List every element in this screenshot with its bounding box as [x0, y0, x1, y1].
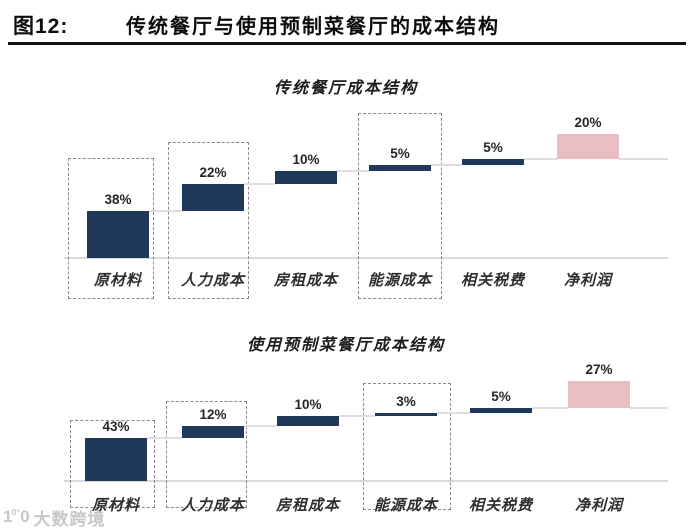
category-label-net-profit: 净利润 — [563, 273, 612, 289]
value-label-rent-cost: 10% — [292, 152, 320, 168]
chart-premade-restaurant: 使用预制菜餐厅成本结构 43% 原材料 12% 人力成本 10% 房租成本 3% 能源成本 5%… — [0, 322, 692, 518]
bar-rent-cost — [275, 171, 337, 184]
header-divider-rule — [8, 42, 686, 45]
value-label-labor-cost: 22% — [199, 164, 227, 180]
category-label-raw-materials: 原材料 — [91, 498, 140, 514]
category-label-taxes-fees: 相关税费 — [460, 273, 525, 289]
connector-line — [630, 407, 668, 409]
category-label-raw-materials: 原材料 — [93, 273, 142, 289]
category-label-rent-cost: 房租成本 — [275, 498, 340, 514]
bar-raw-materials — [87, 210, 149, 258]
highlight-box-labor-cost — [166, 401, 247, 508]
value-label-net-profit: 27% — [585, 362, 613, 377]
value-label-raw-materials: 38% — [104, 191, 132, 207]
bar-raw-materials — [85, 438, 147, 481]
connector-line — [244, 182, 275, 185]
connector-line — [244, 425, 277, 427]
value-label-energy-cost: 3% — [396, 394, 416, 409]
bar-taxes-fees — [470, 408, 532, 413]
connector-line — [339, 415, 375, 417]
figure-number-label: 图12: — [13, 15, 69, 38]
watermark: 10°0 大数跨境 — [3, 504, 106, 530]
bar-net-profit — [557, 134, 619, 159]
bar-labor-cost — [182, 183, 244, 211]
bar-taxes-fees — [462, 158, 524, 165]
axis-line — [64, 257, 668, 259]
highlight-box-raw-materials — [68, 158, 154, 299]
connector-line — [337, 170, 369, 173]
plot-area-traditional: 38% 原材料 22% 人力成本 10% 房租成本 5% 能源成本 5% 相关税费 20% 净利润 — [0, 60, 692, 310]
chart-title-premade: 使用预制菜餐厅成本结构 — [246, 337, 445, 354]
value-label-rent-cost: 10% — [294, 397, 322, 412]
category-label-net-profit: 净利润 — [574, 498, 623, 514]
value-label-taxes-fees: 5% — [491, 389, 511, 404]
category-label-labor-cost: 人力成本 — [180, 273, 245, 289]
figure-title: 传统餐厅与使用预制菜餐厅的成本结构 — [126, 16, 500, 38]
category-label-rent-cost: 房租成本 — [273, 273, 338, 289]
category-label-energy-cost: 能源成本 — [373, 498, 438, 514]
category-label-taxes-fees: 相关税费 — [468, 498, 533, 514]
value-label-taxes-fees: 5% — [483, 139, 503, 155]
plot-area-premade: 43% 原材料 12% 人力成本 10% 房租成本 3% 能源成本 5% 相关税费 27% 净利润 — [0, 322, 692, 518]
highlight-box-labor-cost — [168, 142, 249, 299]
connector-line — [532, 407, 568, 409]
connector-line — [431, 164, 462, 166]
chart-title-traditional: 传统餐厅成本结构 — [273, 80, 418, 97]
value-label-labor-cost: 12% — [199, 407, 227, 422]
connector-line — [149, 209, 182, 212]
connector-line — [147, 437, 182, 439]
highlight-box-raw-materials — [70, 420, 155, 508]
value-label-raw-materials: 43% — [102, 419, 130, 434]
value-label-energy-cost: 5% — [390, 146, 410, 161]
bar-labor-cost — [182, 426, 244, 438]
highlight-box-energy-cost — [358, 113, 442, 299]
axis-line — [64, 480, 668, 482]
chart-traditional-restaurant: 传统餐厅成本结构 38% 原材料 22% 人力成本 10% 房租成本 5% 能源成本 5% 相关税… — [0, 60, 692, 310]
figure-header: 图12: 传统餐厅与使用预制菜餐厅的成本结构 — [0, 8, 692, 42]
category-label-labor-cost: 人力成本 — [180, 498, 245, 514]
bar-net-profit — [568, 381, 630, 408]
connector-line — [619, 157, 668, 160]
bar-energy-cost — [369, 165, 431, 172]
highlight-box-energy-cost — [363, 383, 451, 510]
bar-energy-cost — [375, 413, 437, 416]
value-label-net-profit: 20% — [574, 115, 602, 130]
category-label-energy-cost: 能源成本 — [367, 273, 432, 289]
watermark-text: 大数跨境 — [33, 509, 106, 529]
watermark-logo-icon: 10°0 — [3, 507, 30, 526]
connector-line — [437, 412, 470, 414]
connector-line — [524, 157, 557, 160]
bar-rent-cost — [277, 416, 339, 426]
